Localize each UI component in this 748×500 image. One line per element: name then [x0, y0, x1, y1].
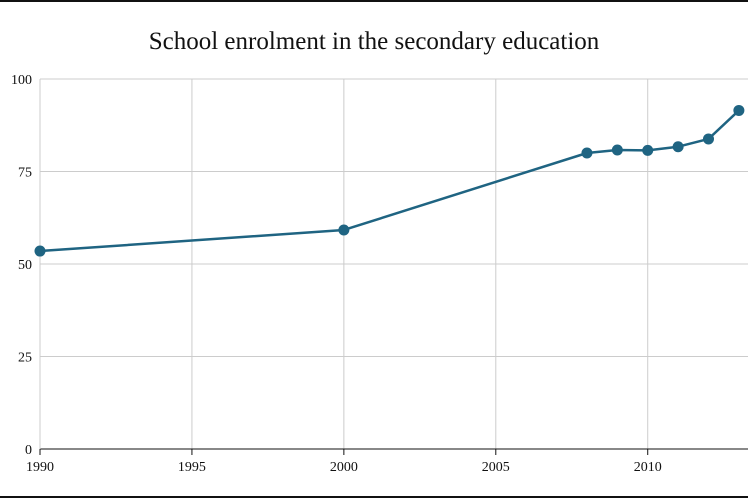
chart-title: School enrolment in the secondary educat…	[148, 28, 600, 55]
x-tick-label: 2010	[634, 460, 662, 475]
y-tick-label: 50	[18, 258, 32, 273]
data-point	[581, 147, 593, 159]
series-line	[39, 109, 740, 253]
data-point	[611, 144, 623, 156]
data-point	[338, 224, 350, 236]
data-point	[702, 133, 714, 145]
x-tick-label: 1990	[26, 460, 54, 475]
x-tick-label: 2005	[482, 460, 510, 475]
x-tick-label: 1995	[178, 460, 206, 475]
y-tick-label: 25	[18, 351, 32, 366]
data-point	[672, 141, 684, 153]
data-point	[34, 245, 46, 257]
series-layer	[34, 104, 745, 257]
y-tick-label: 75	[18, 166, 32, 181]
data-point	[642, 144, 654, 156]
data-point	[733, 104, 745, 116]
y-tick-label: 0	[25, 443, 32, 458]
grid	[39, 78, 748, 449]
x-tick-label: 2000	[330, 460, 358, 475]
y-tick-label: 100	[11, 73, 32, 88]
axes: 0 25 50 75 100 1990 1995 2000 2005 2010	[11, 73, 748, 475]
